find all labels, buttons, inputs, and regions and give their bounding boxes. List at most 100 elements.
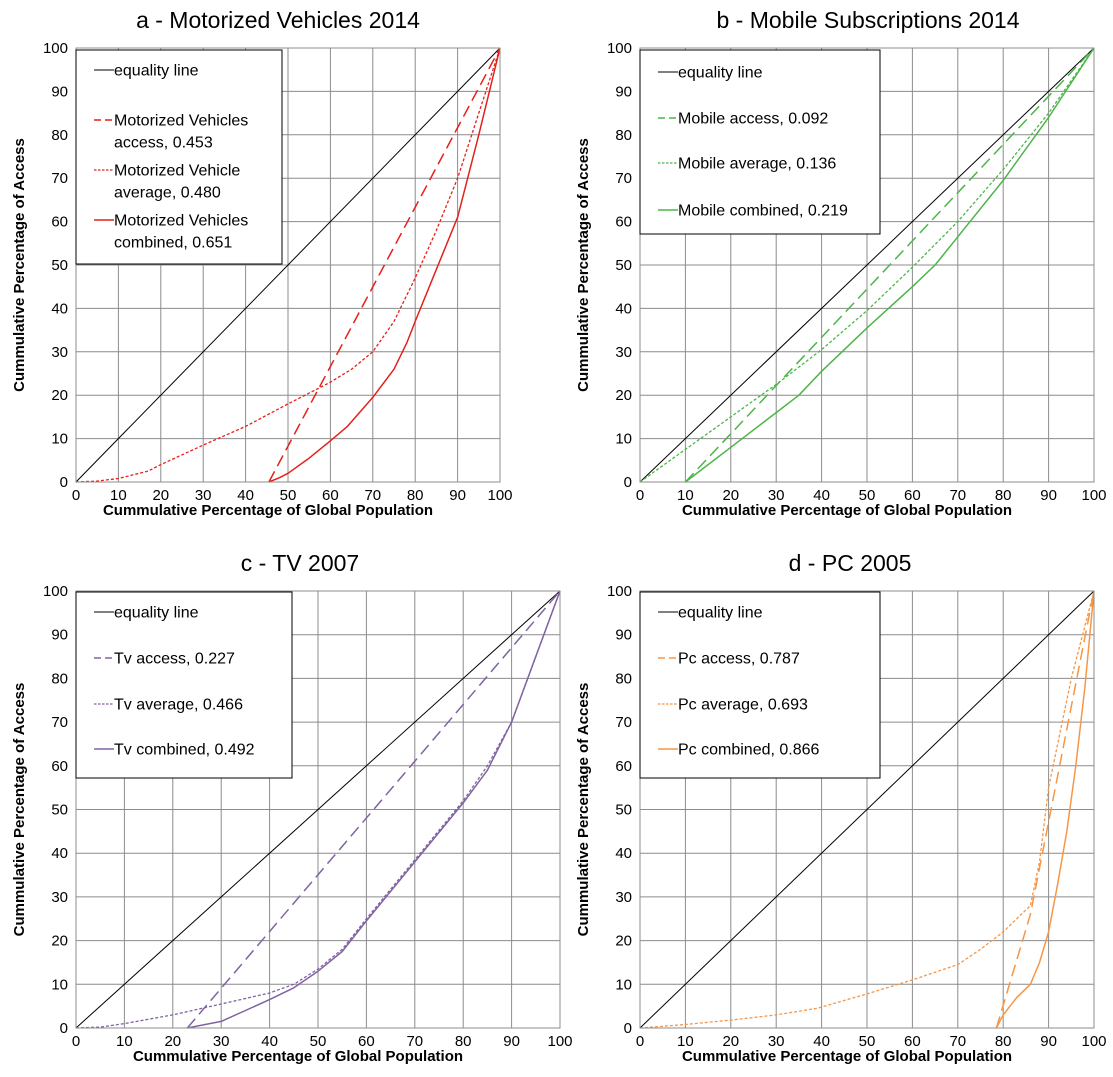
legend-label: Tv access, 0.227	[114, 651, 235, 668]
y-tick-label: 90	[51, 627, 68, 644]
y-tick-label: 30	[615, 344, 632, 361]
x-tick-label: 100	[1081, 487, 1106, 504]
x-tick-label: 70	[949, 487, 966, 504]
x-tick-label: 90	[1040, 487, 1057, 504]
series-line-0	[639, 590, 1095, 1029]
y-tick-label: 10	[615, 976, 632, 993]
legend-label: equality line	[114, 605, 199, 622]
y-tick-label: 10	[51, 976, 68, 993]
x-axis-label: Cummulative Percentage of Global Populat…	[133, 1048, 463, 1065]
y-tick-label: 50	[615, 802, 632, 819]
chart-panel-3: c - TV 2007 0 10 20 30 40 50 60 70 80 90 100 0 10 20 30…	[11, 550, 573, 1065]
x-axis-label: Cummulative Percentage of Global Populat…	[103, 502, 433, 519]
legend-label: Mobile average, 0.136	[678, 156, 836, 173]
x-tick-label: 10	[677, 487, 694, 504]
legend-label-line: Tv average, 0.466	[114, 697, 243, 714]
x-tick-label: 60	[322, 487, 339, 504]
legend-label-line: equality line	[678, 65, 763, 82]
legend-label-line: equality line	[678, 605, 763, 622]
x-tick-label: 40	[237, 487, 254, 504]
x-tick-label: 50	[859, 1033, 876, 1050]
series-line-1	[268, 47, 501, 483]
y-tick-label: 60	[615, 758, 632, 775]
series-line-2	[639, 47, 1095, 483]
chart-panel-1: a - Motorized Vehicles 2014 0 10 20 30 40 50 60…	[11, 7, 513, 519]
legend-label: Pc combined, 0.866	[678, 742, 820, 759]
y-tick-label: 10	[615, 431, 632, 448]
y-tick-label: 30	[51, 889, 68, 906]
y-tick-label: 20	[51, 387, 68, 404]
x-tick-label: 30	[213, 1033, 230, 1050]
x-tick-label: 30	[768, 487, 785, 504]
legend-label: Motorized Vehicles combined, 0.651	[114, 213, 248, 252]
y-tick-label: 10	[51, 431, 68, 448]
legend-label-line: Mobile combined, 0.219	[678, 203, 848, 220]
x-tick-label: 30	[768, 1033, 785, 1050]
y-tick-label: 70	[51, 714, 68, 731]
legend: equality line Mobile access, 0.092 Mobile …	[639, 49, 881, 235]
series-line-0	[75, 590, 561, 1029]
x-tick-label: 30	[195, 487, 212, 504]
y-tick-label: 0	[60, 474, 68, 491]
x-tick-label: 0	[636, 487, 644, 504]
x-tick-label: 20	[722, 1033, 739, 1050]
y-tick-label: 70	[51, 170, 68, 187]
chart-panel-4: d - PC 2005 0 10 20 30 40 50 60 70 80 90 100 0 10 20 30…	[575, 550, 1107, 1065]
legend: equality line Tv access, 0.227 Tv average,…	[75, 591, 293, 779]
x-tick-label: 50	[280, 487, 297, 504]
y-tick-label: 30	[51, 344, 68, 361]
y-tick-label: 80	[615, 670, 632, 687]
legend-label: Tv combined, 0.492	[114, 742, 255, 759]
x-tick-label: 20	[722, 487, 739, 504]
x-tick-label: 90	[449, 487, 466, 504]
legend-label: Mobile combined, 0.219	[678, 203, 848, 220]
x-tick-label: 70	[364, 487, 381, 504]
x-tick-label: 60	[358, 1033, 375, 1050]
y-tick-label: 90	[51, 83, 68, 100]
x-tick-label: 40	[261, 1033, 278, 1050]
y-tick-label: 30	[615, 889, 632, 906]
y-tick-label: 90	[615, 83, 632, 100]
x-tick-label: 90	[1040, 1033, 1057, 1050]
y-tick-label: 100	[43, 40, 68, 57]
chart-panel-2: b - Mobile Subscriptions 2014 0 10 20 30 40 50…	[575, 7, 1107, 519]
series-line-2	[639, 590, 1095, 1029]
x-tick-label: 50	[859, 487, 876, 504]
y-axis-label: Cummulative Percentage of Access	[575, 683, 592, 937]
x-axis-label: Cummulative Percentage of Global Populat…	[682, 1048, 1012, 1065]
series-line-1	[995, 590, 1095, 1029]
y-tick-label: 100	[607, 583, 632, 600]
plot-border	[75, 47, 501, 483]
x-tick-label: 0	[72, 487, 80, 504]
legend-label-line: Mobile average, 0.136	[678, 156, 836, 173]
legend-label-line: combined, 0.651	[114, 235, 232, 252]
x-tick-label: 40	[813, 487, 830, 504]
legend-label-line: Pc combined, 0.866	[678, 742, 820, 759]
legend-label: Motorized Vehicle average, 0.480	[114, 163, 240, 202]
legend-label-line: equality line	[114, 63, 199, 80]
x-tick-label: 80	[995, 487, 1012, 504]
legend-label: equality line	[678, 65, 763, 82]
y-tick-label: 40	[51, 300, 68, 317]
y-tick-label: 50	[615, 257, 632, 274]
legend-label-line: Pc access, 0.787	[678, 651, 800, 668]
x-tick-label: 10	[677, 1033, 694, 1050]
x-tick-label: 80	[455, 1033, 472, 1050]
series-line-1	[684, 47, 1095, 483]
legend-label: Tv average, 0.466	[114, 697, 243, 714]
x-tick-label: 40	[813, 1033, 830, 1050]
y-tick-label: 20	[615, 387, 632, 404]
series-line-2	[75, 590, 561, 1029]
y-tick-label: 60	[615, 214, 632, 231]
x-tick-label: 80	[407, 487, 424, 504]
x-tick-label: 60	[904, 1033, 921, 1050]
legend: equality line Pc access, 0.787 Pc average,…	[639, 591, 881, 779]
plot-border	[639, 590, 1095, 1029]
y-tick-label: 50	[51, 802, 68, 819]
y-tick-label: 20	[615, 933, 632, 950]
plot-border	[75, 590, 561, 1029]
y-tick-label: 70	[615, 714, 632, 731]
y-axis-label: Cummulative Percentage of Access	[575, 138, 592, 392]
legend-label-line: Tv access, 0.227	[114, 651, 235, 668]
